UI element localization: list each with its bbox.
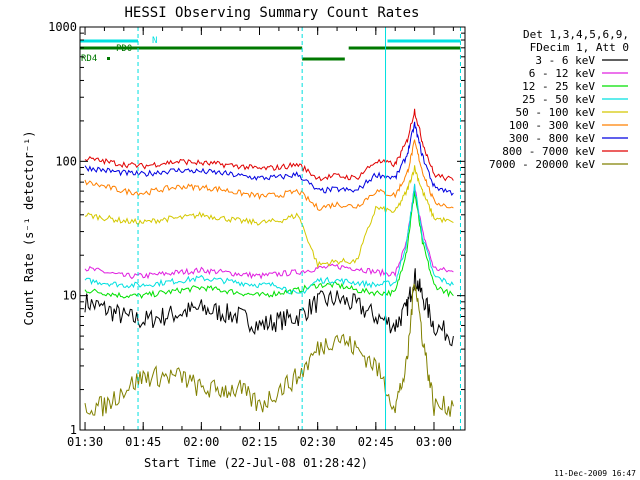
x-tick-label-4: 02:30	[300, 435, 336, 449]
legend-label-3: 25 - 50 keV	[522, 93, 595, 106]
y-tick-label-3: 1000	[48, 20, 77, 34]
series-line-7	[84, 108, 454, 182]
x-axis-label: Start Time (22-Jul-08 01:28:42)	[144, 456, 368, 470]
x-tick-label-6: 03:00	[416, 435, 452, 449]
y-tick-label-0: 1	[70, 423, 77, 437]
series-line-8	[84, 283, 454, 417]
rd4-dot	[107, 57, 110, 60]
legend-label-7: 800 - 7000 keV	[502, 145, 595, 158]
legend: Det 1,3,4,5,6,9,FDecim 1, Att 03 - 6 keV…	[489, 28, 629, 171]
series-line-2	[84, 190, 454, 300]
series-line-6	[84, 121, 454, 196]
flag-label-n: N	[152, 36, 157, 46]
series-lines	[84, 108, 454, 417]
chart-title: HESSI Observing Summary Count Rates	[124, 5, 419, 21]
legend-label-0: 3 - 6 keV	[535, 54, 595, 67]
series-line-1	[84, 184, 454, 280]
legend-label-4: 50 - 100 keV	[516, 106, 596, 119]
footer-date: 11-Dec-2009 16:47	[554, 469, 636, 478]
legend-label-8: 7000 - 20000 keV	[489, 158, 595, 171]
series-line-4	[84, 165, 454, 269]
legend-label-6: 300 - 800 keV	[509, 132, 595, 145]
flag-label-rd4: RD4	[81, 54, 97, 64]
flag-bars	[80, 39, 461, 61]
x-tick-label-1: 01:45	[125, 435, 161, 449]
x-tick-label-5: 02:45	[358, 435, 394, 449]
x-tick-label-2: 02:00	[183, 435, 219, 449]
x-tick-label-3: 02:15	[241, 435, 277, 449]
flag-label-pd0: PD0	[116, 44, 132, 54]
series-line-3	[84, 183, 454, 295]
legend-header-1: FDecim 1, Att 0	[530, 41, 629, 54]
plot-frame	[79, 26, 466, 431]
series-line-5	[84, 139, 454, 211]
y-axis-label: Count Rate (s⁻¹ detector⁻¹)	[22, 130, 36, 325]
y-tick-label-2: 100	[55, 154, 77, 168]
legend-label-5: 100 - 300 keV	[509, 119, 595, 132]
legend-label-2: 12 - 25 keV	[522, 80, 595, 93]
y-tick-label-1: 10	[63, 289, 77, 303]
legend-header-0: Det 1,3,4,5,6,9,	[523, 28, 629, 41]
legend-label-1: 6 - 12 keV	[529, 67, 596, 80]
axes: 01:30 01:45 02:00 02:15 02:30 02:45 03:00 1 10 10…	[48, 20, 465, 449]
series-line-0	[84, 268, 454, 347]
x-tick-label-0: 01:30	[67, 435, 103, 449]
vertical-markers	[79, 27, 461, 430]
